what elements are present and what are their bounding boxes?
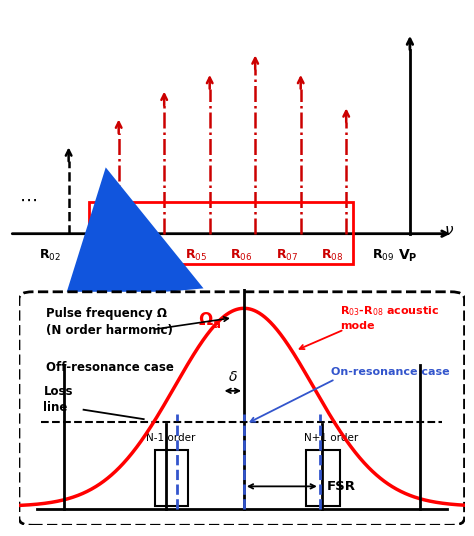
Text: R$_{02}$: R$_{02}$: [39, 248, 62, 263]
Text: R$_{09}$: R$_{09}$: [372, 248, 394, 263]
Text: R$_{03}$: R$_{03}$: [94, 248, 116, 263]
Text: R$_{08}$: R$_{08}$: [321, 248, 344, 263]
Bar: [306, 450, 340, 507]
Text: R$_{05}$: R$_{05}$: [185, 248, 207, 263]
Text: N-1 order: N-1 order: [146, 433, 195, 443]
Text: R$_{03}$-R$_{08}$ acoustic
mode: R$_{03}$-R$_{08}$ acoustic mode: [340, 304, 439, 331]
Text: R$_{06}$: R$_{06}$: [230, 248, 253, 263]
Text: $\mathbf{\Omega_a}$: $\mathbf{\Omega_a}$: [199, 310, 222, 330]
Text: On-resonance case: On-resonance case: [331, 367, 449, 377]
Text: R$_{04}$: R$_{04}$: [139, 248, 162, 263]
Text: $\delta$: $\delta$: [228, 370, 238, 384]
Bar: [155, 450, 188, 507]
FancyArrowPatch shape: [64, 167, 203, 301]
Text: Loss
line: Loss line: [44, 385, 73, 414]
Text: R$_{07}$: R$_{07}$: [276, 248, 298, 263]
Text: Pulse frequency Ω
(N order harmonic): Pulse frequency Ω (N order harmonic): [46, 308, 173, 338]
Text: N+1 order: N+1 order: [304, 433, 358, 443]
Text: FSR: FSR: [327, 480, 356, 493]
FancyBboxPatch shape: [19, 292, 465, 525]
Text: $\mathbf{V_P}$: $\mathbf{V_P}$: [398, 248, 418, 264]
Text: $\nu$: $\nu$: [444, 224, 454, 239]
Text: Off-resonance case: Off-resonance case: [46, 361, 173, 374]
Text: $\cdots$: $\cdots$: [18, 191, 36, 209]
